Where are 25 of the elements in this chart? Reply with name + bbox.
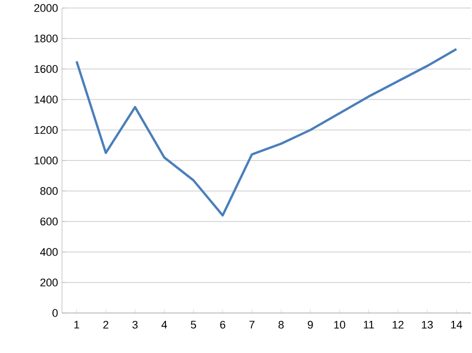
y-tick-label: 1400 [34,96,58,104]
x-tick-label: 12 [392,320,404,329]
y-tick-label: 800 [40,187,58,195]
x-tick-label: 14 [451,320,462,328]
y-tick-label: 2000 [34,4,58,12]
x-tick-label: 6 [220,320,226,329]
x-tick-label: 8 [278,320,284,329]
y-tick-label: 1800 [34,34,58,42]
x-tick-label: 1 [74,320,80,328]
y-tick-label: 0 [52,309,58,317]
x-tick-label: 3 [132,320,138,329]
x-tick-label: 7 [249,320,254,328]
y-tick-label: 1600 [34,65,58,73]
x-tick-label: 11 [364,320,374,328]
y-tick-label: 1000 [34,156,58,164]
x-tick-label: 13 [422,320,433,329]
y-tick-label: 1200 [34,126,58,134]
x-tick-label: 10 [334,320,346,329]
x-tick-label: 4 [161,320,167,328]
x-tick-label: 5 [190,320,196,328]
x-tick-label: 2 [103,320,108,329]
x-tick-label: 9 [308,320,313,329]
y-tick-label: 600 [40,218,58,226]
y-tick-label: 200 [40,278,58,286]
y-tick-label: 400 [40,248,58,256]
